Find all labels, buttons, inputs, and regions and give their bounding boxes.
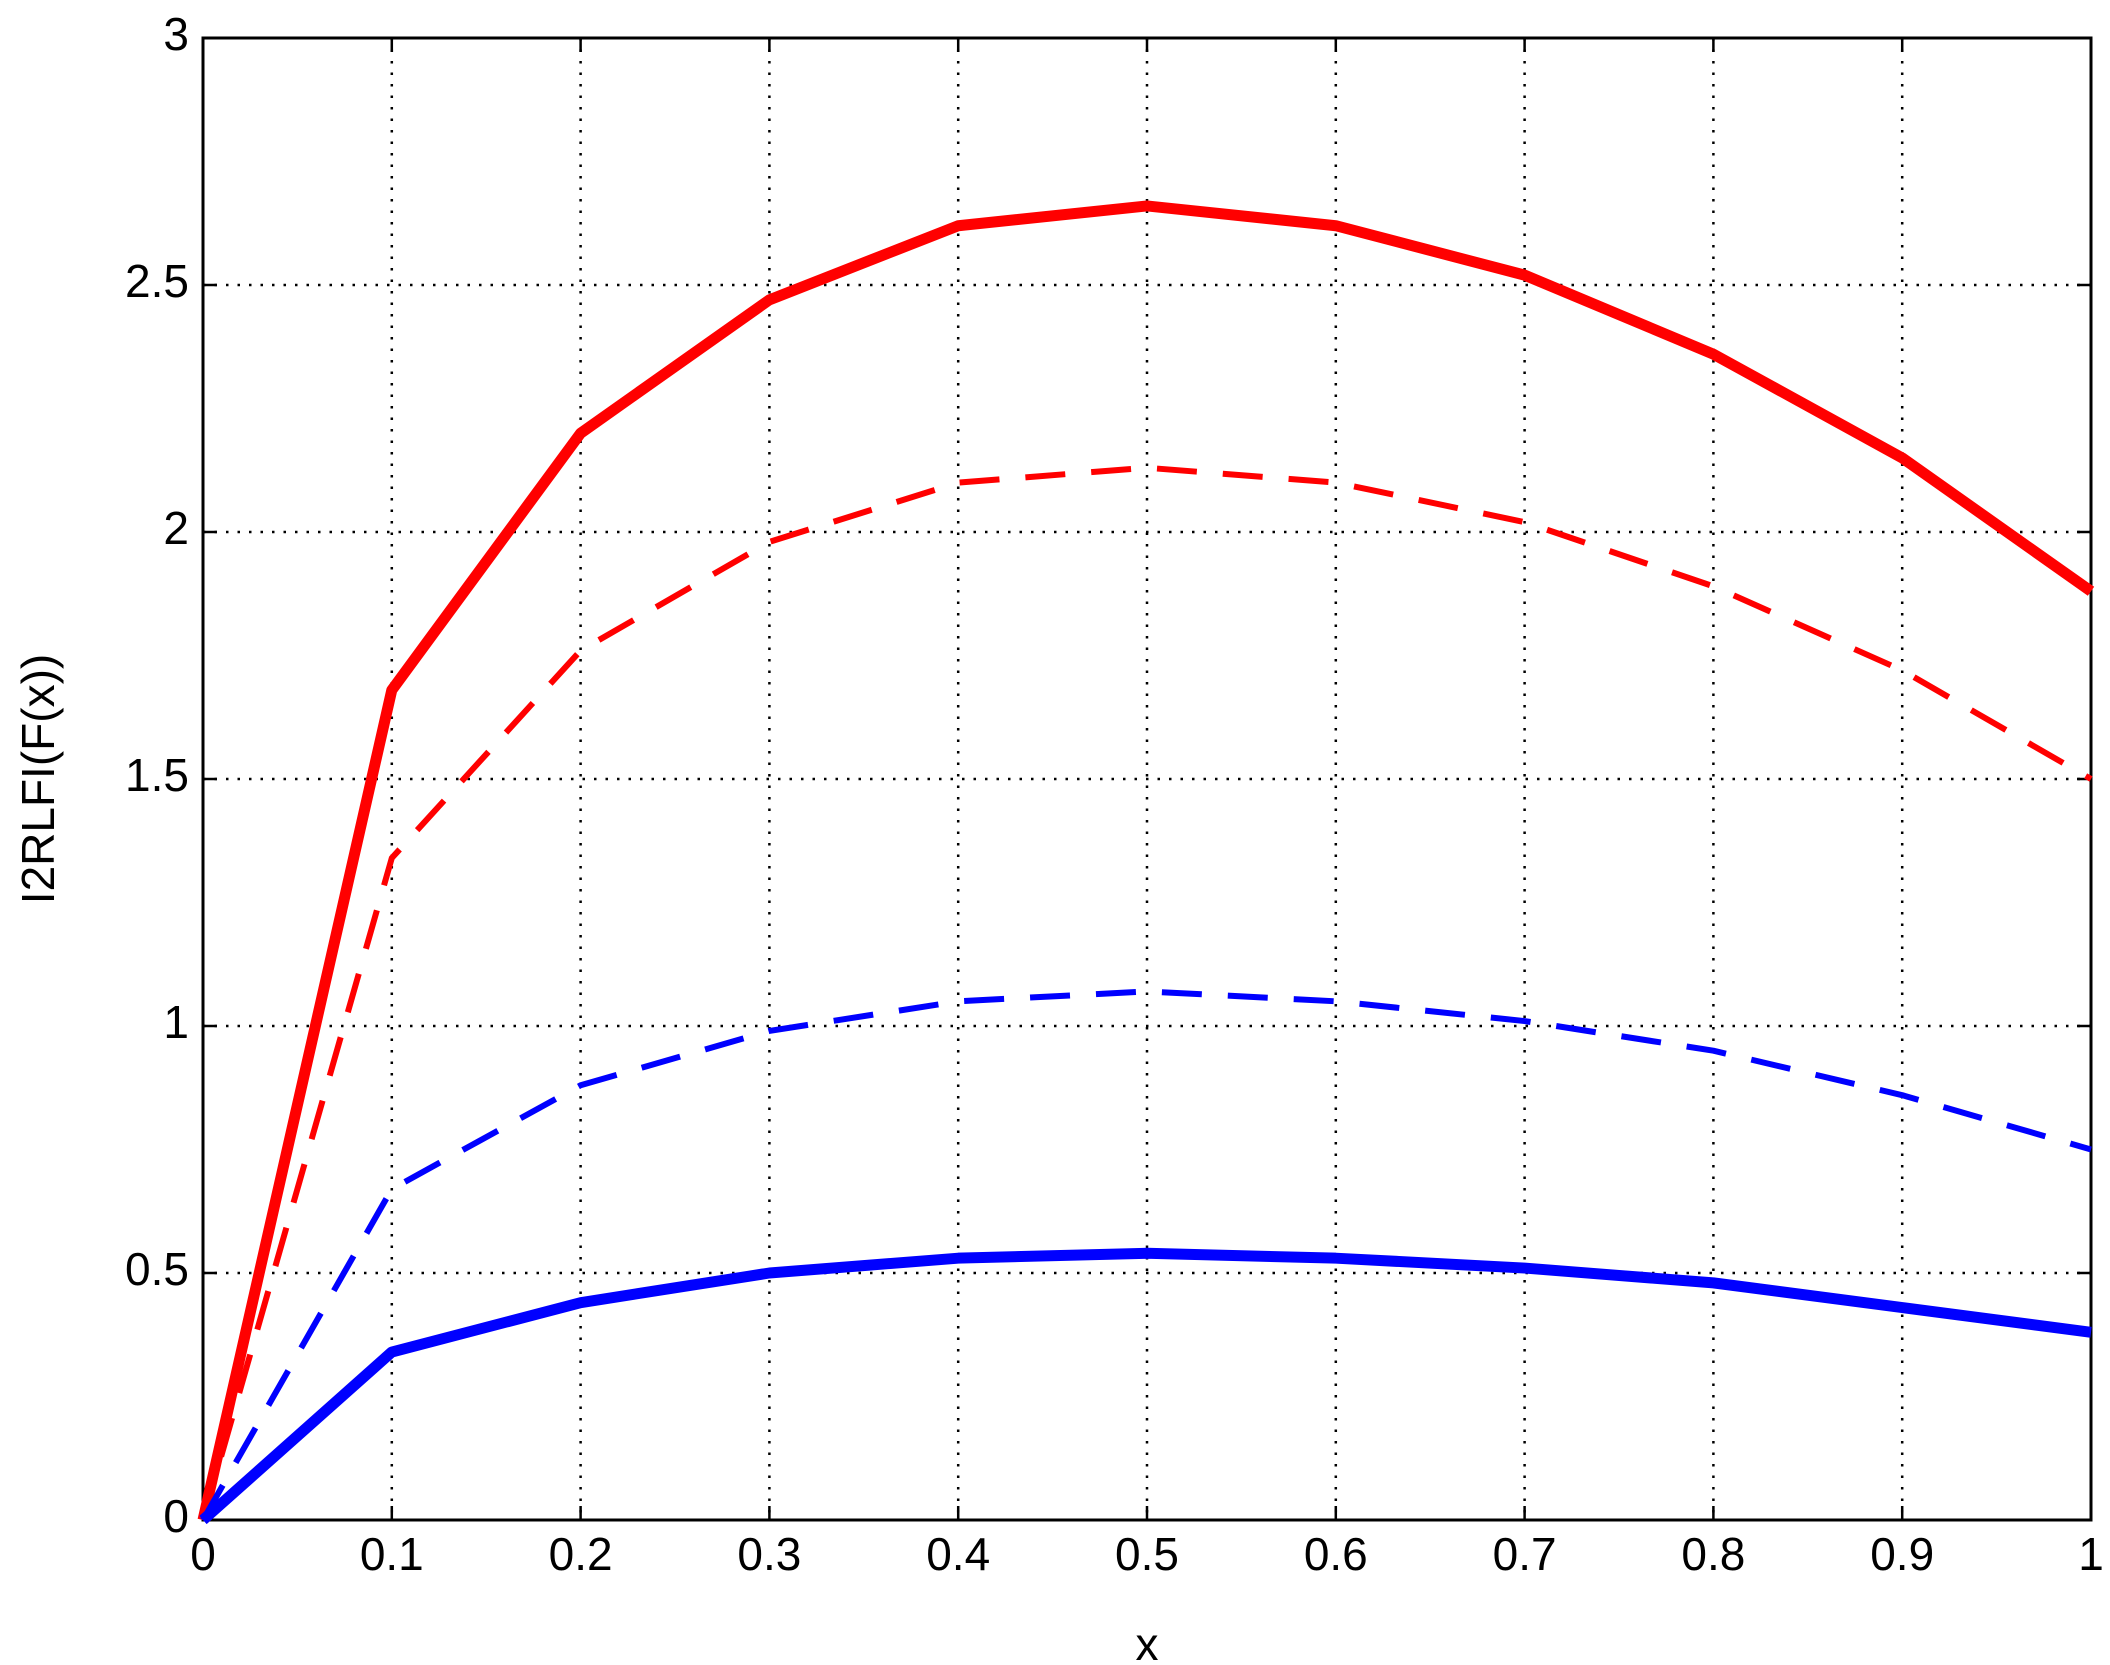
line-series <box>199 1247 2092 1525</box>
y-tick-label: 1 <box>163 996 189 1048</box>
x-tick-label: 1 <box>2078 1528 2104 1580</box>
x-tick-label: 0.4 <box>926 1528 990 1580</box>
x-tick-label: 0.8 <box>1681 1528 1745 1580</box>
x-tick-label: 0.6 <box>1304 1528 1368 1580</box>
x-tick-label: 0.2 <box>549 1528 613 1580</box>
y-tick-label: 3 <box>163 8 189 60</box>
x-axis-label: x <box>1136 1618 1159 1665</box>
x-tick-label: 0.1 <box>360 1528 424 1580</box>
x-tick-label: 0.3 <box>737 1528 801 1580</box>
line-series <box>200 988 2092 1522</box>
y-tick-label: 2 <box>163 502 189 554</box>
x-tick-label: 0.9 <box>1870 1528 1934 1580</box>
x-tick-label: 0.5 <box>1115 1528 1179 1580</box>
x-tick-label: 0 <box>190 1528 216 1580</box>
line-series <box>200 464 2093 1521</box>
x-tick-label: 0.7 <box>1493 1528 1557 1580</box>
y-axis-label: I2RLFI(F(x)) <box>12 654 64 904</box>
y-tick-label: 2.5 <box>125 255 189 307</box>
y-tick-label: 0.5 <box>125 1243 189 1295</box>
y-tick-label: 0 <box>163 1490 189 1542</box>
line-series <box>197 200 2095 1522</box>
y-tick-label: 1.5 <box>125 749 189 801</box>
